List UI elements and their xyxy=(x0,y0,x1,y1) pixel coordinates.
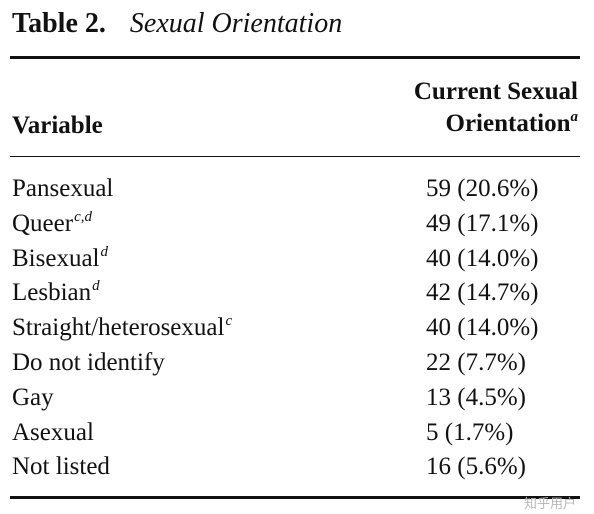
row-label-text: Lesbian xyxy=(12,279,92,307)
row-value: 42 (14.7%) xyxy=(426,279,539,307)
bottom-rule xyxy=(10,496,580,499)
table-row: Straight/heterosexualc 40 (14.0%) xyxy=(0,311,594,346)
top-rule xyxy=(10,56,580,59)
row-value: 49 (17.1%) xyxy=(426,209,539,237)
row-value: 59 (20.6%) xyxy=(426,175,539,202)
row-label-text: Bisexual xyxy=(12,244,100,272)
row-value: 22 (7.7%) xyxy=(426,348,526,376)
table-title: Table 2. Sexual Orientation xyxy=(12,6,342,42)
row-footnote: c,d xyxy=(74,208,92,225)
row-label: Bisexuald xyxy=(12,242,108,276)
row-label: Not listed xyxy=(12,450,111,484)
row-value: 5 (1.7%) xyxy=(426,418,514,446)
table-row: Asexual 5 (1.7%) xyxy=(0,416,594,451)
row-value: 40 (14.0%) xyxy=(426,314,539,342)
row-footnote: d xyxy=(100,243,109,260)
table-row: Pansexual 59 (20.6%) xyxy=(0,172,594,207)
row-label: Lesbiand xyxy=(12,276,100,310)
table-row: Not listed 16 (5.6%) xyxy=(0,450,594,485)
row-label-text: Queer xyxy=(12,209,74,237)
row-label: Straight/heterosexualc xyxy=(12,311,232,345)
header-variable: Variable xyxy=(12,112,103,139)
header-footnote: a xyxy=(570,109,579,125)
header-rule xyxy=(10,156,580,157)
table-caption: Sexual Orientation xyxy=(129,8,343,39)
row-label-text: Asexual xyxy=(12,418,94,446)
header-line2-text: Orientation xyxy=(445,110,571,137)
table-row: Queerc,d 49 (17.1%) xyxy=(0,207,594,242)
table-row: Gay 13 (4.5%) xyxy=(0,381,594,416)
row-footnote: c xyxy=(225,313,233,330)
row-value: 40 (14.0%) xyxy=(426,244,539,272)
header-line2: Orientationa xyxy=(414,108,579,140)
row-label-text: Straight/heterosexual xyxy=(12,314,225,342)
table-row: Bisexuald 40 (14.0%) xyxy=(0,242,594,277)
row-label-text: Not listed xyxy=(12,453,110,481)
row-label: Asexual xyxy=(12,416,95,450)
header-line1: Current Sexual xyxy=(413,78,578,105)
row-label-text: Gay xyxy=(12,383,54,411)
row-label: Do not identify xyxy=(12,346,166,380)
row-label: Queerc,d xyxy=(12,207,92,241)
table-row: Do not identify 22 (7.7%) xyxy=(0,346,594,381)
header-current-orientation: Current Sexual Orientationa xyxy=(414,76,578,140)
row-label: Pansexual xyxy=(12,172,114,206)
row-footnote: d xyxy=(92,278,100,295)
watermark: 知乎用户 xyxy=(523,497,576,512)
row-value: 16 (5.6%) xyxy=(426,453,526,481)
row-label: Gay xyxy=(12,381,55,415)
row-label-text: Pansexual xyxy=(12,175,114,202)
table-row: Lesbiand 42 (14.7%) xyxy=(0,276,594,311)
table-label: Table 2. xyxy=(12,8,106,39)
row-label-text: Do not identify xyxy=(12,348,165,376)
row-value: 13 (4.5%) xyxy=(426,383,526,411)
table-body: Pansexual 59 (20.6%) Queerc,d 49 (17.1%)… xyxy=(0,172,594,485)
